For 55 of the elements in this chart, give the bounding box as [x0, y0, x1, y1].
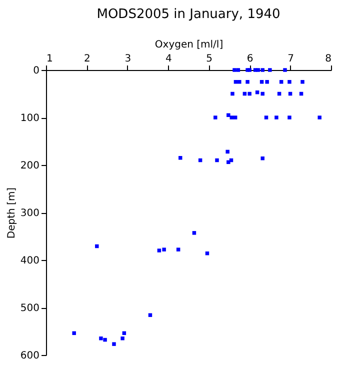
- y-tick-label: 600: [20, 350, 40, 362]
- point: [120, 336, 124, 340]
- point: [226, 150, 230, 154]
- point: [95, 244, 99, 248]
- x-tick-label: 5: [206, 54, 213, 64]
- point: [148, 313, 152, 317]
- y-axis-title: Depth [m]: [6, 187, 18, 239]
- point: [162, 248, 166, 252]
- point: [230, 116, 234, 120]
- point: [274, 116, 278, 120]
- point: [256, 68, 260, 72]
- x-tick-label: 3: [124, 54, 132, 64]
- point: [300, 80, 304, 84]
- x-tick-label: 4: [165, 54, 172, 64]
- point: [318, 116, 322, 120]
- point: [260, 156, 264, 160]
- x-tick-label: 6: [246, 54, 254, 64]
- x-tick-label: 2: [84, 54, 90, 64]
- point: [260, 92, 264, 96]
- point: [112, 342, 116, 346]
- x-tick-label: 7: [288, 54, 294, 64]
- y-tick-label: 400: [20, 256, 40, 266]
- point: [226, 113, 230, 117]
- point: [103, 338, 107, 342]
- point: [238, 80, 242, 84]
- point: [265, 80, 269, 84]
- y-tick-label: 500: [20, 303, 40, 314]
- point: [288, 116, 292, 120]
- point: [215, 158, 219, 162]
- point: [288, 80, 292, 84]
- x-tick-label: 1: [46, 54, 53, 64]
- point: [233, 116, 238, 120]
- point: [157, 248, 162, 252]
- chart-title: MODS2005 in January, 1940: [96, 7, 280, 22]
- point: [260, 68, 264, 72]
- point: [264, 116, 268, 120]
- point: [246, 80, 250, 84]
- point: [236, 68, 240, 72]
- point: [99, 336, 103, 340]
- point: [230, 92, 234, 96]
- y-tick-label: 100: [20, 113, 40, 124]
- point: [192, 231, 196, 235]
- point: [214, 116, 218, 120]
- point: [72, 331, 76, 336]
- x-tick-label: 8: [325, 54, 332, 64]
- point: [176, 248, 180, 252]
- y-tick-label: 200: [20, 160, 40, 172]
- point: [232, 68, 236, 72]
- y-tick-label: 300: [20, 208, 40, 219]
- point: [248, 92, 252, 96]
- x-axis-title: Oxygen [ml/l]: [154, 40, 224, 50]
- point: [283, 68, 287, 72]
- point: [226, 160, 230, 164]
- point: [268, 68, 272, 72]
- y-tick-label: 0: [33, 66, 40, 76]
